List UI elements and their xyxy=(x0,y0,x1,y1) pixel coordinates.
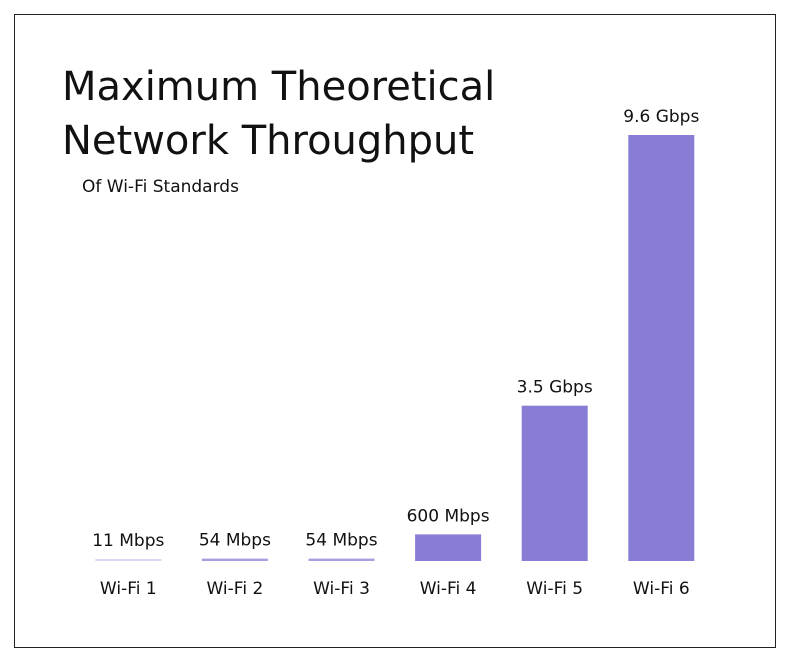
value-label: 54 Mbps xyxy=(199,531,271,551)
chart-subtitle: Of Wi-Fi Standards xyxy=(82,177,239,197)
bar xyxy=(415,534,482,561)
value-label: 54 Mbps xyxy=(305,531,377,551)
bar xyxy=(308,558,375,561)
bar xyxy=(201,558,268,561)
value-label: 600 Mbps xyxy=(407,506,490,526)
chart-frame xyxy=(14,14,776,648)
value-label: 9.6 Gbps xyxy=(623,107,699,127)
bar xyxy=(628,135,695,561)
bar xyxy=(521,405,588,561)
x-tick-label: Wi-Fi 3 xyxy=(313,579,370,599)
value-label: 3.5 Gbps xyxy=(517,378,593,398)
x-tick-label: Wi-Fi 4 xyxy=(420,579,477,599)
x-tick-label: Wi-Fi 5 xyxy=(526,579,583,599)
x-tick-label: Wi-Fi 6 xyxy=(633,579,690,599)
chart-title: Maximum Theoretical Network Throughput xyxy=(62,64,496,164)
bar xyxy=(95,559,162,561)
x-tick-label: Wi-Fi 1 xyxy=(100,579,157,599)
x-tick-label: Wi-Fi 2 xyxy=(207,579,264,599)
value-label: 11 Mbps xyxy=(92,531,164,551)
